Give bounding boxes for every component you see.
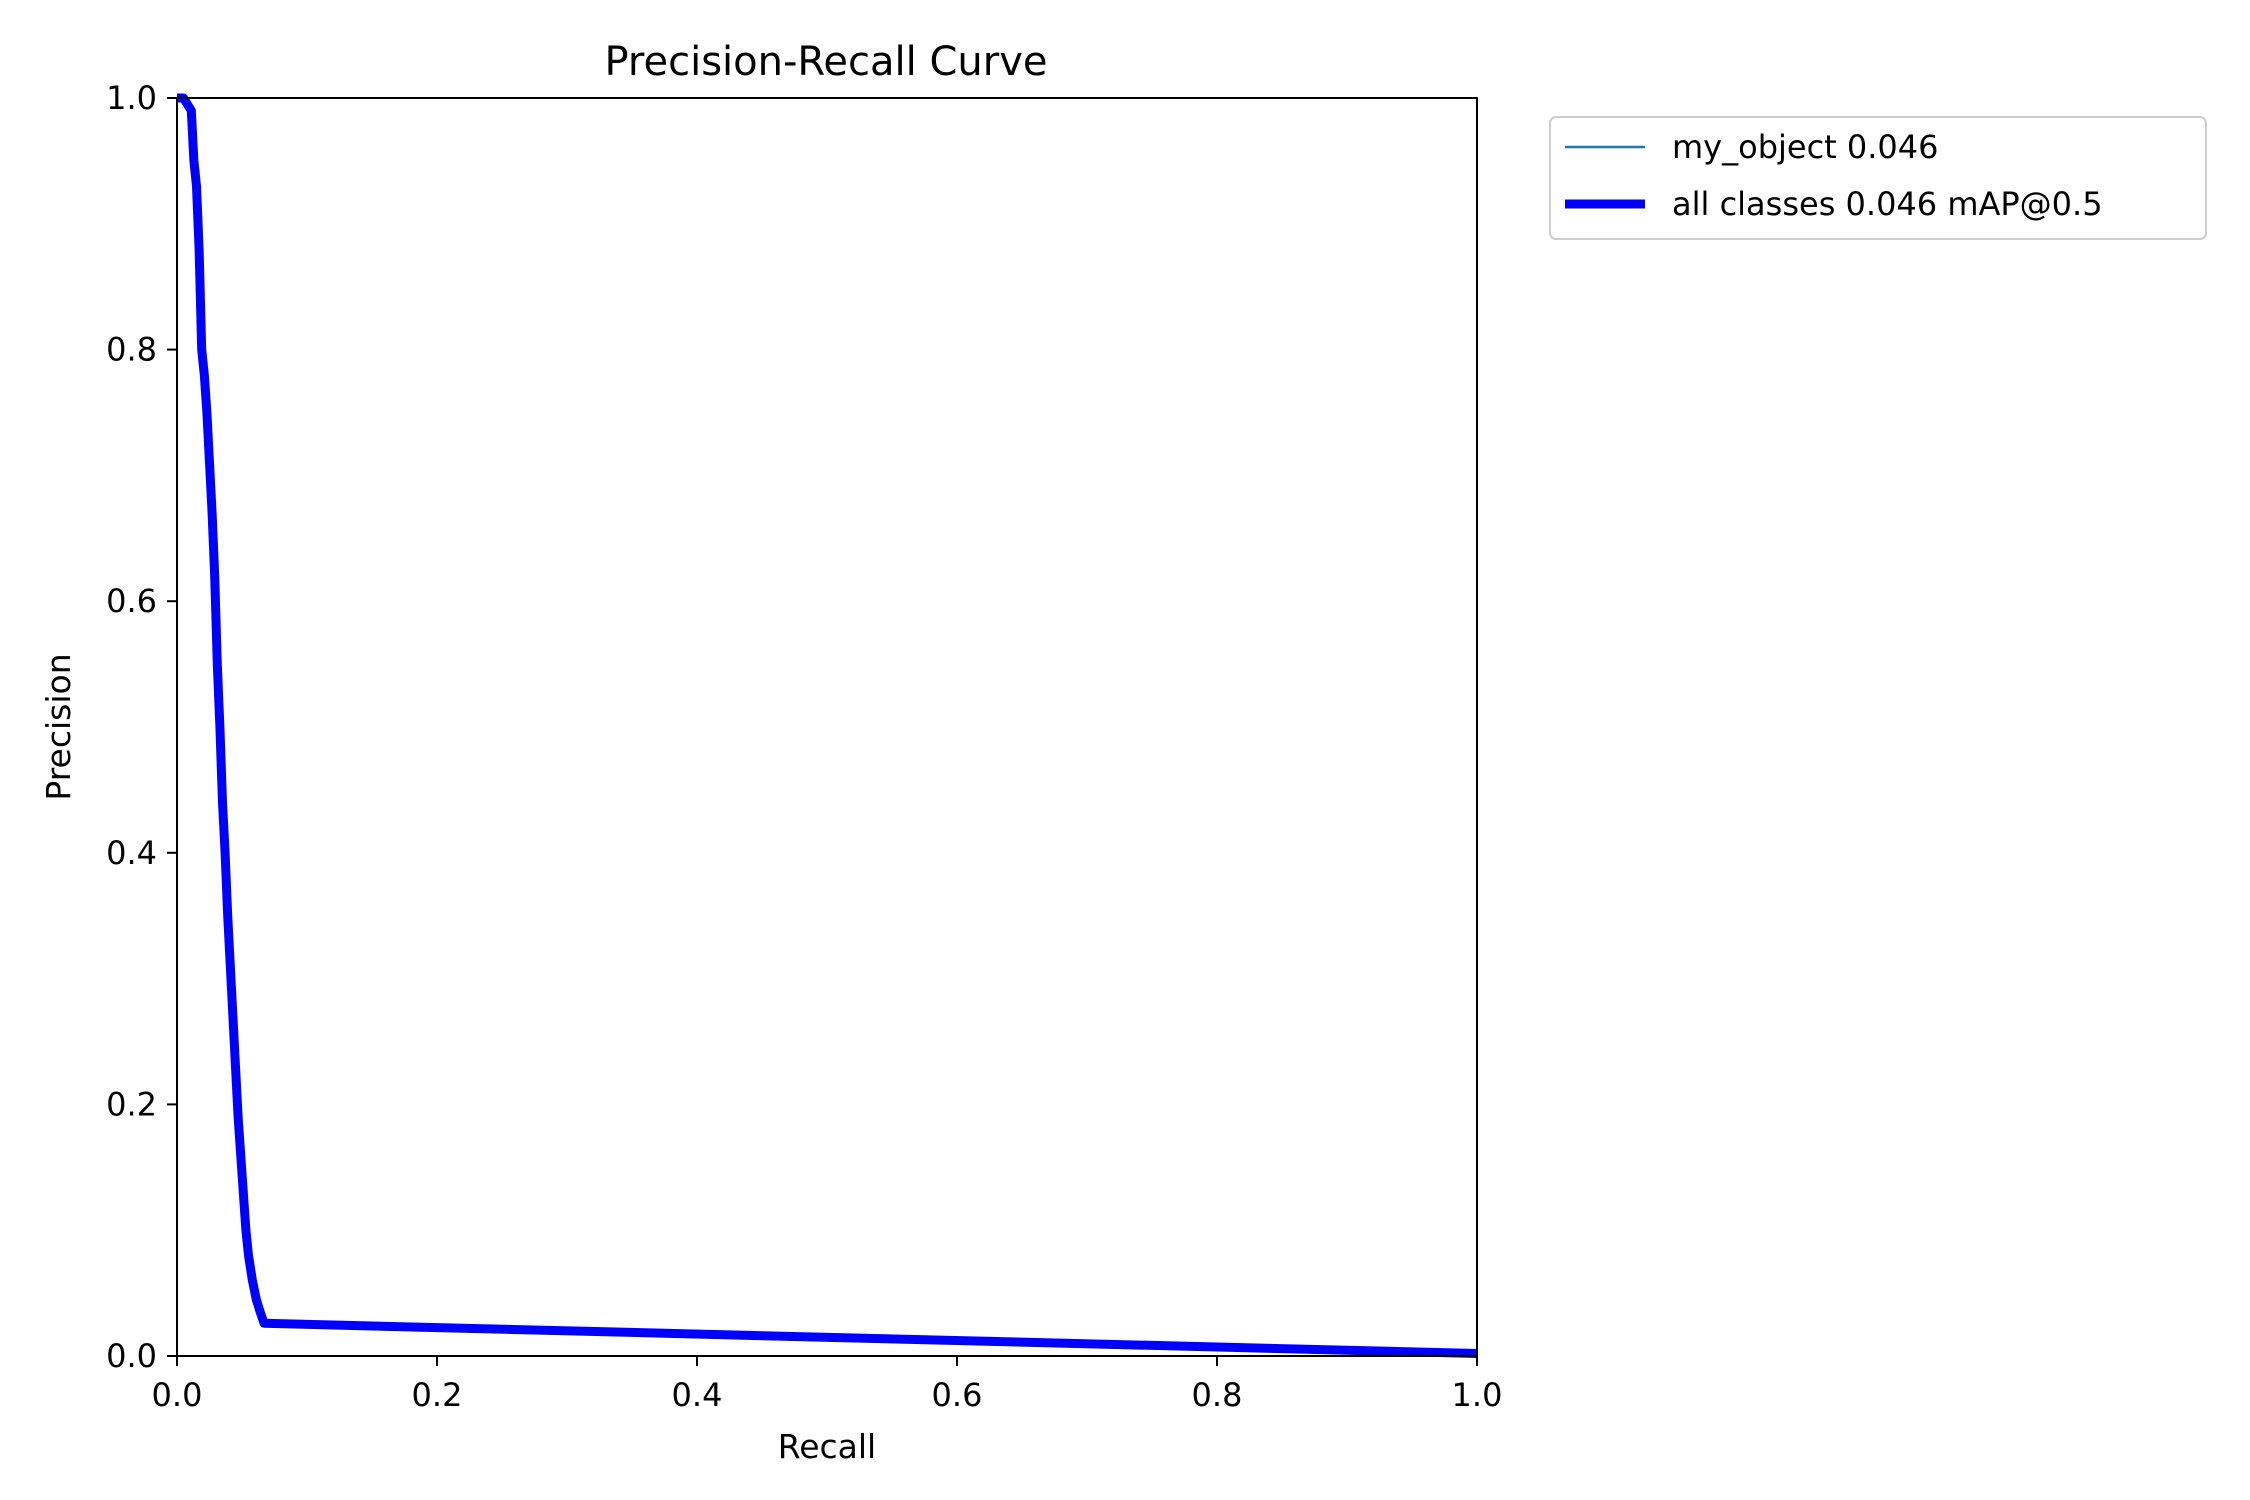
legend-label-my-object: my_object 0.046 [1672, 128, 1939, 166]
y-tick-label: 1.0 [106, 79, 157, 117]
y-tick-label: 0.8 [106, 331, 157, 369]
x-tick-label: 0.4 [672, 1376, 723, 1414]
legend-frame [1549, 116, 2207, 240]
series-layer [177, 93, 1478, 1358]
y-tick-label: 0.2 [106, 1085, 157, 1123]
y-axis-label: Precision [39, 653, 78, 800]
legend-label-all-classes: all classes 0.046 mAP@0.5 [1672, 185, 2103, 223]
x-tick-label: 0.2 [412, 1376, 463, 1414]
chart-title: Precision-Recall Curve [605, 39, 1048, 85]
y-tick-label: 0.0 [106, 1337, 157, 1375]
y-axis: 0.0 0.2 0.4 0.6 0.8 1.0 [106, 79, 177, 1375]
x-tick-label: 0.8 [1192, 1376, 1243, 1414]
plot-frame [176, 97, 1478, 1357]
x-axis: 0.0 0.2 0.4 0.6 0.8 1.0 [152, 1356, 1503, 1414]
y-tick-label: 0.4 [106, 834, 157, 872]
series-line-all-classes [177, 93, 1478, 1358]
legend: my_object 0.046 all classes 0.046 mAP@0.… [1549, 116, 2207, 240]
y-tick-label: 0.6 [106, 582, 157, 620]
x-tick-label: 0.6 [932, 1376, 983, 1414]
x-axis-label: Recall [778, 1427, 876, 1466]
x-tick-label: 1.0 [1452, 1376, 1503, 1414]
x-tick-label: 0.0 [152, 1376, 203, 1414]
